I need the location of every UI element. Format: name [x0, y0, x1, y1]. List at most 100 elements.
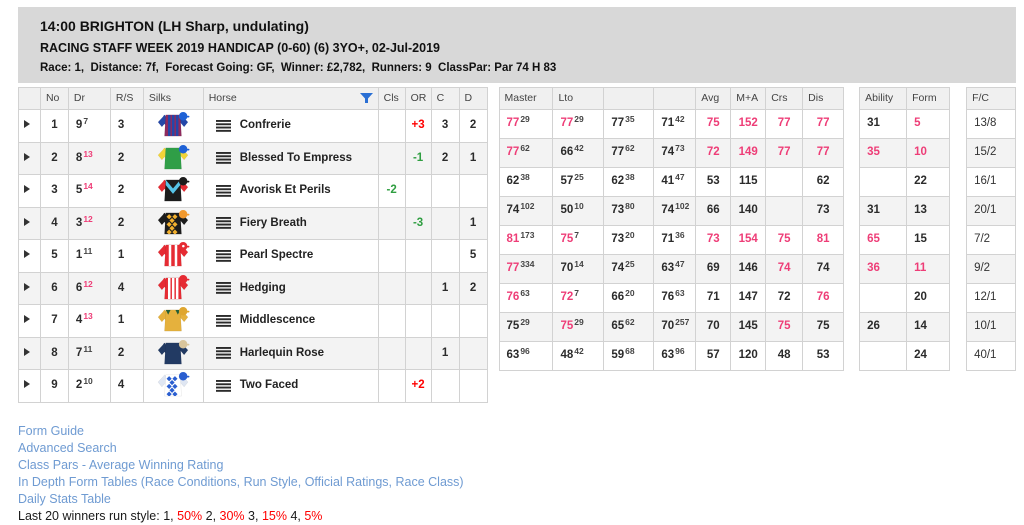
cell-no: 1 — [39, 109, 69, 143]
cell-run-style: 1 — [109, 304, 144, 338]
rating-value: 81 — [816, 233, 830, 246]
cell-rating-3: 7735 — [603, 109, 655, 139]
link-daily-stats-table[interactable]: Daily Stats Table — [18, 491, 111, 506]
horse-name[interactable]: Two Faced — [239, 379, 299, 391]
col-header-r-s[interactable]: R/S — [109, 87, 144, 110]
cell-distance-wins — [458, 304, 488, 338]
expand-arrow-icon[interactable] — [24, 282, 30, 291]
cell-draw: 111 — [67, 239, 111, 273]
col-header-no[interactable]: No — [39, 87, 69, 110]
form-menu-icon[interactable] — [215, 249, 231, 262]
cell-silks — [142, 369, 204, 403]
runner-row: 9 210 4 Two Faced +2 — [18, 369, 488, 403]
cell-crs: 75 — [765, 312, 804, 342]
rating-value: 57 — [706, 349, 720, 362]
expand-arrow-icon[interactable] — [24, 217, 30, 226]
col-header-c[interactable]: C — [430, 87, 460, 110]
expand-arrow-icon[interactable] — [24, 347, 30, 356]
col-header-d[interactable]: D — [458, 87, 488, 110]
col-header-cls[interactable]: Cls — [377, 87, 406, 110]
col-header-form[interactable]: Form — [906, 87, 951, 110]
run-style-text: Last 20 winners run style: — [18, 508, 164, 523]
cell-forecast-odds: 12/1 — [966, 283, 1017, 313]
rating-superscript: 102 — [675, 201, 690, 212]
cell-master: 7663 — [498, 283, 554, 313]
col-header-or[interactable]: OR — [404, 87, 432, 110]
link-form-guide[interactable]: Form Guide — [18, 423, 84, 438]
rating-value: 70 — [706, 320, 720, 333]
form-menu-icon[interactable] — [215, 152, 231, 165]
rating-superscript: 47 — [675, 172, 685, 183]
ability-form-row: 22 — [859, 167, 951, 197]
form-menu-icon[interactable] — [215, 379, 231, 392]
col-header-crs[interactable]: Crs — [765, 87, 804, 110]
cell-silks — [142, 206, 204, 240]
cell-horse: Blessed To Empress — [202, 141, 379, 175]
ratings-row: 7663 727 6620 7663 71 147 72 76 — [498, 283, 845, 313]
horse-name[interactable]: Blessed To Empress — [239, 151, 352, 164]
cell-class-change — [377, 206, 406, 240]
cell-draw: 711 — [67, 336, 111, 370]
forecast-row: 12/1 — [966, 283, 1017, 313]
col-header-dr[interactable]: Dr — [67, 87, 111, 110]
col-header-ability[interactable]: Ability — [859, 87, 908, 110]
rating-value: 63 — [506, 349, 520, 362]
col-header-fc[interactable]: F/C — [966, 87, 1017, 110]
expand-arrow-icon[interactable] — [24, 380, 30, 388]
rating-value: 57 — [560, 175, 574, 188]
form-menu-icon[interactable] — [215, 119, 231, 132]
cell-lto: 7729 — [552, 109, 605, 139]
form-menu-icon[interactable] — [215, 347, 231, 360]
horse-name[interactable]: Middlescence — [239, 314, 316, 326]
cell-lto: 7014 — [552, 254, 605, 284]
col-header-expand[interactable] — [18, 87, 41, 110]
form-menu-icon[interactable] — [215, 217, 231, 230]
col-header-m-a[interactable]: M+A — [730, 87, 767, 110]
cell-expand — [18, 141, 41, 175]
form-menu-icon[interactable] — [215, 184, 231, 197]
runners-table-header-row: No Dr R/S Silks Horse Cls OR C D — [18, 87, 488, 110]
expand-arrow-icon[interactable] — [24, 315, 30, 323]
expand-arrow-icon[interactable] — [24, 185, 30, 193]
link-class-pars-average-winning-rating[interactable]: Class Pars - Average Winning Rating — [18, 457, 224, 472]
horse-name[interactable]: Fiery Breath — [239, 216, 307, 229]
filter-icon[interactable] — [359, 93, 373, 104]
link-advanced-search[interactable]: Advanced Search — [18, 440, 117, 455]
col-header-blank[interactable] — [603, 87, 655, 110]
expand-arrow-icon[interactable] — [24, 250, 30, 258]
cell-m-plus-a: 120 — [730, 341, 767, 371]
cell-ability — [859, 167, 908, 197]
cell-run-style: 2 — [109, 174, 144, 208]
form-menu-icon[interactable] — [215, 282, 231, 295]
horse-name[interactable]: Pearl Spectre — [239, 249, 314, 261]
expand-arrow-icon[interactable] — [24, 152, 30, 161]
horse-name[interactable]: Confrerie — [239, 119, 291, 131]
cell-or-change: -3 — [404, 206, 432, 240]
rating-value: 72 — [777, 291, 791, 304]
run-style-percent: 5% — [304, 508, 323, 523]
expand-arrow-icon[interactable] — [24, 120, 30, 128]
link-in-depth-form-tables-race-conditions-run-style-official-ratings-race-class[interactable]: In Depth Form Tables (Race Conditions, R… — [18, 474, 464, 489]
horse-name[interactable]: Hedging — [239, 281, 286, 294]
cell-or-change: -1 — [404, 141, 432, 175]
form-menu-icon[interactable] — [215, 314, 231, 327]
rating-value: 71 — [661, 117, 675, 130]
col-header-master[interactable]: Master — [498, 87, 554, 110]
cell-dis: 76 — [802, 283, 845, 313]
cell-rating-4: 7136 — [653, 225, 697, 255]
col-header-silks[interactable]: Silks — [142, 87, 204, 110]
col-header-avg[interactable]: Avg — [695, 87, 732, 110]
run-style-text: 3, — [244, 508, 262, 523]
col-header-horse[interactable]: Horse — [202, 87, 379, 110]
cell-rating-4: 7142 — [653, 109, 697, 139]
ratings-row: 77334 7014 7425 6347 69 146 74 74 — [498, 254, 845, 284]
cell-no: 2 — [39, 141, 69, 175]
col-header-lto[interactable]: Lto — [552, 87, 605, 110]
col-header-dis[interactable]: Dis — [802, 87, 845, 110]
cell-rating-4: 7473 — [653, 138, 697, 168]
col-header-blank[interactable] — [653, 87, 697, 110]
cell-forecast-odds: 40/1 — [966, 341, 1017, 371]
horse-name[interactable]: Harlequin Rose — [239, 346, 325, 359]
cell-draw: 813 — [67, 141, 111, 175]
horse-name[interactable]: Avorisk Et Perils — [239, 184, 331, 196]
